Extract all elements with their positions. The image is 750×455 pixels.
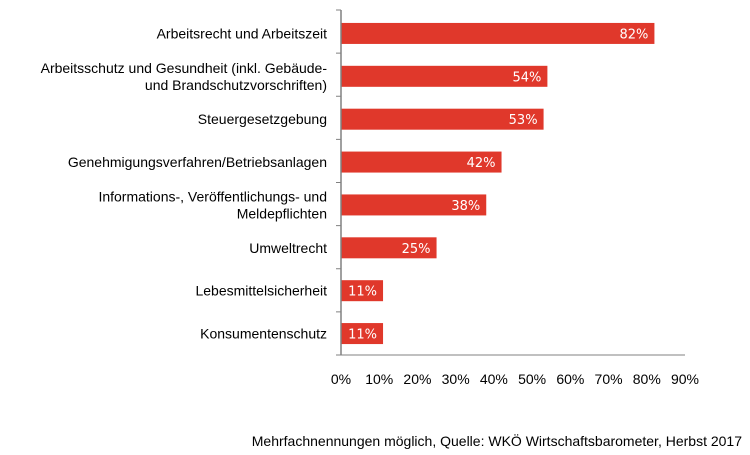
x-tick-label: 50% (518, 371, 546, 387)
category-label: Steuergesetzgebung (198, 111, 327, 127)
category-label: Arbeitsrecht und Arbeitszeit (157, 25, 328, 41)
data-label: 11% (348, 285, 377, 300)
bar (341, 323, 384, 345)
x-tick-label: 20% (403, 371, 431, 387)
bar (341, 151, 502, 173)
data-label: 11% (348, 328, 377, 343)
x-tick-label: 30% (442, 371, 470, 387)
bar (341, 280, 384, 302)
bar (341, 108, 544, 130)
bar (341, 65, 548, 87)
bar (341, 22, 655, 44)
category-label: Konsumentenschutz (200, 326, 327, 342)
category-label: Informations-, Veröffentlichungs- und Mel… (98, 188, 327, 221)
category-label: Lebesmittelsicherheit (195, 283, 327, 299)
data-label: 53% (509, 113, 538, 128)
category-label: Umweltrecht (249, 240, 327, 256)
data-label: 38% (451, 199, 480, 214)
bar (341, 194, 487, 216)
x-tick-label: 0% (331, 371, 351, 387)
footnote: Mehrfachnennungen möglich, Quelle: WKÖ W… (252, 432, 742, 449)
category-label: Arbeitsschutz und Gesundheit (inkl. Gebä… (41, 60, 328, 93)
x-tick-label: 90% (671, 371, 699, 387)
x-tick-label: 80% (633, 371, 661, 387)
data-label: 54% (512, 70, 541, 85)
category-label: Genehmigungsverfahren/Betriebsanlagen (68, 154, 327, 170)
x-tick-label: 40% (480, 371, 508, 387)
data-label: 25% (402, 242, 431, 257)
bar (341, 237, 437, 259)
data-label: 42% (467, 156, 496, 171)
x-tick-label: 10% (365, 371, 393, 387)
x-tick-label: 70% (595, 371, 623, 387)
x-tick-label: 60% (556, 371, 584, 387)
data-label: 82% (620, 27, 649, 42)
